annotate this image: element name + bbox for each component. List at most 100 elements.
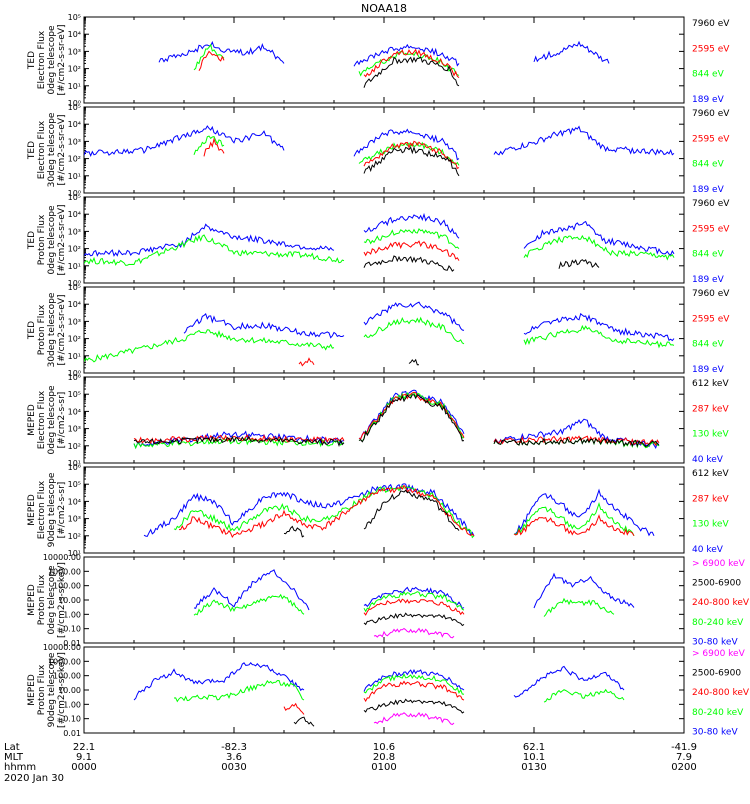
y-tick-label: 0.01 (63, 729, 81, 738)
legend-entry: 2500-6900 (692, 579, 741, 589)
y-tick-label: 10³ (68, 227, 81, 236)
y-tick-label: 10⁵ (68, 283, 81, 292)
series-line-189-ev (158, 40, 285, 64)
y-tick-label: 10¹ (68, 352, 81, 361)
footer-row-label-mlt: MLT (4, 752, 24, 763)
series-line-287-kev (493, 435, 660, 447)
series-line-7960-ev (363, 146, 460, 177)
y-axis-label-line: Electron Flux (37, 30, 47, 89)
y-tick-label: 10⁵ (68, 193, 81, 202)
series-line-240-800-kev (363, 680, 465, 703)
legend-entry: 7960 eV (692, 289, 730, 299)
series-line-30-80-kev (363, 668, 465, 692)
y-tick-label: 10¹ (68, 459, 81, 468)
panel-0: 10⁰ 10¹ 10² 10³ 10⁴ 10⁵ TED Electron Flux 0deg t… (27, 13, 730, 108)
series-line-287-kev (513, 514, 635, 537)
footer-time-1: 0030 (221, 762, 246, 773)
series-line-189-ev (493, 125, 675, 156)
legend-entry: 287 keV (692, 404, 729, 414)
series-line-844-ev (363, 227, 460, 249)
series-line-7960-ev (558, 259, 600, 269)
y-axis-label-line: 0deg telescope (47, 565, 57, 635)
series-line-844-ev (193, 135, 225, 155)
series-line-612-kev (493, 436, 660, 448)
panel-frame (83, 376, 685, 464)
legend-entry: 844 eV (692, 340, 725, 350)
panel-6: 0.01 0.10 1.00 10.00 100.00 1000.00 10000.00 ME… (27, 553, 750, 648)
panel-frame (83, 556, 685, 644)
y-axis-label-line: TED (27, 321, 37, 340)
series-line-130-kev (173, 485, 475, 539)
y-axis-label-line: 0deg telescope (47, 385, 57, 455)
y-axis-label-line: Electron Flux (37, 390, 47, 449)
legend-entry: 612 keV (692, 379, 729, 389)
series-line-189-ev (363, 301, 465, 331)
y-tick-label: 10² (68, 335, 81, 344)
y-tick-label: 10² (68, 442, 81, 451)
series-line-189-ev (523, 220, 675, 256)
time-axis-footer: Lat MLT hhmm 2020 Jan 30 22.1 9.1 0000 -… (4, 742, 697, 784)
panel-5: 10¹ 10² 10³ 10⁴ 10⁵ 10⁶ MEPED Electron Flux 90de… (27, 463, 729, 558)
y-tick-label: 10000.00 (43, 553, 81, 562)
y-axis-label-line: [#/cm2-s-sr-eV] (57, 25, 67, 96)
series-group (133, 389, 660, 450)
series-group (143, 483, 655, 539)
legend-entry: 80-240 keV (692, 618, 744, 628)
y-tick-label: 10¹ (68, 262, 81, 271)
y-axis-label-line: Proton Flux (37, 304, 47, 355)
y-tick-label: 10⁶ (68, 373, 81, 382)
series-line-2595-ev (363, 240, 460, 261)
y-tick-label: 10³ (68, 425, 81, 434)
series-group (84, 125, 675, 177)
y-tick-label: 10³ (68, 137, 81, 146)
footer-time-3: 0130 (521, 762, 546, 773)
y-tick-label: 10000.00 (43, 643, 81, 652)
y-axis-label-line: Proton Flux (37, 574, 47, 625)
y-tick-label: 10⁵ (68, 390, 81, 399)
series-line-287-kev (133, 434, 345, 445)
series-group (158, 40, 610, 88)
y-axis-label-line: [#/cm2-s-sr-keV] (57, 652, 67, 728)
y-axis-label-line: 30deg telescope (47, 292, 57, 367)
legend-entry: 2595 eV (692, 224, 730, 234)
legend-entry: 287 keV (692, 494, 729, 504)
y-axis-label-line: 90deg telescope (47, 652, 57, 727)
series-line-80-240-kev (193, 593, 305, 616)
legend-entry: 844 eV (692, 70, 725, 80)
y-axis-label-line: 90deg telescope (47, 472, 57, 547)
y-axis-label-line: [#/cm2-s-sr-keV] (57, 562, 67, 638)
y-tick-label: 10⁴ (68, 120, 81, 129)
footer-time-0: 0000 (71, 762, 96, 773)
y-tick-label: 0.10 (63, 715, 81, 724)
series-line-2595-ev (198, 50, 225, 71)
legend-entry: 2595 eV (692, 134, 730, 144)
series-line-80-240-kev (363, 673, 465, 695)
y-tick-label: 10⁶ (68, 463, 81, 472)
y-tick-label: 10⁴ (68, 407, 81, 416)
y-axis-label-line: [#/cm2-s-sr] (57, 392, 67, 449)
series-line--6900-kev (373, 627, 455, 639)
series-line-189-ev (183, 312, 345, 339)
legend-entry: 189 eV (692, 275, 725, 285)
y-tick-label: 0.10 (63, 625, 81, 634)
footer-time-2: 0100 (371, 762, 396, 773)
series-line-30-80-kev (533, 572, 635, 609)
legend-entry: 30-80 keV (692, 637, 738, 647)
legend-entry: 130 keV (692, 430, 729, 440)
y-tick-label: 10⁵ (68, 13, 81, 22)
series-line-30-80-kev (193, 569, 310, 611)
series-line-844-ev (84, 329, 335, 363)
series-line-189-ev (84, 125, 285, 158)
legend-entry: 844 eV (692, 250, 725, 260)
series-line-40-kev (358, 389, 465, 440)
legend-entry: 7960 eV (692, 19, 730, 29)
series-line-189-ev (353, 128, 460, 161)
y-axis-label-line: 30deg telescope (47, 112, 57, 187)
series-line-30-80-kev (363, 586, 465, 610)
legend-entry: 189 eV (692, 365, 725, 375)
series-line-130-kev (358, 392, 465, 443)
series-line-844-ev (523, 324, 675, 349)
series-group (193, 569, 635, 639)
series-line-30-80-kev (513, 665, 625, 698)
